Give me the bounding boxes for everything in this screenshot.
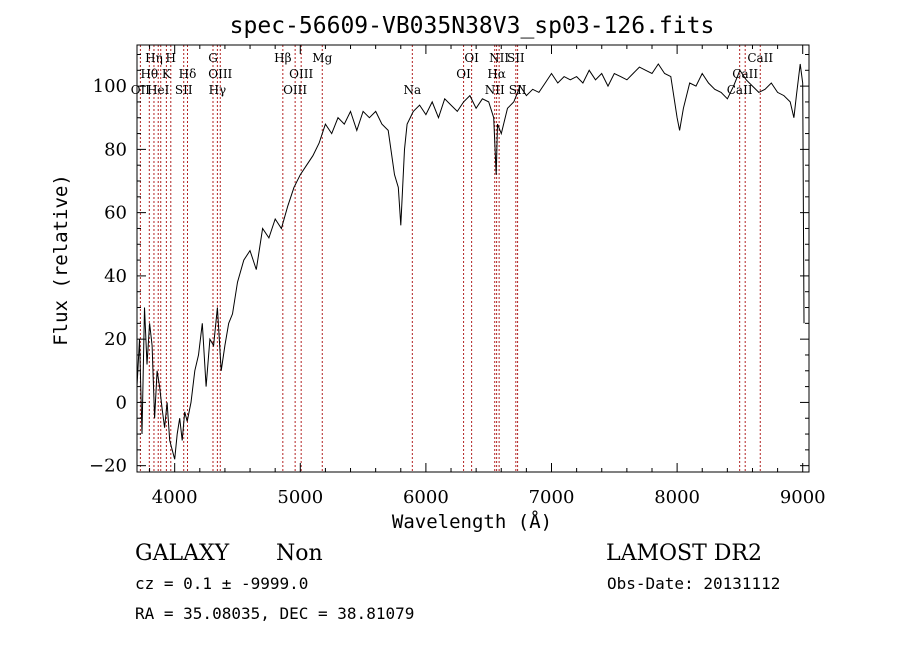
x-tick-label: 7000	[529, 487, 575, 508]
spectral-line-label: Hβ	[274, 51, 291, 65]
survey-name: LAMOST DR2	[606, 541, 762, 566]
spectral-line-label: NII	[489, 51, 509, 65]
spectral-line-label: OI	[456, 67, 471, 81]
spectral-line-label: CaII	[727, 83, 753, 97]
spectral-line-label: SII	[175, 83, 193, 97]
y-tick-label: 100	[93, 76, 127, 97]
spectral-line-label: SII	[509, 83, 527, 97]
y-tick-label: 20	[104, 329, 127, 350]
spectral-line-label: HeI	[147, 83, 170, 97]
y-tick-label: 80	[104, 139, 127, 160]
spectral-line-label: H	[166, 51, 176, 65]
spectral-line-label: G	[208, 51, 218, 65]
chart-plot-area: 4000 5000 6000 7000 8000 9000 −20 0 20 40 60 80 100…	[89, 44, 826, 508]
spectral-line-label: Hγ	[209, 83, 227, 97]
x-tick-label: 4000	[152, 487, 198, 508]
observation-date: Obs-Date: 20131112	[607, 574, 780, 593]
y-tick-label: −20	[89, 456, 127, 477]
y-axis-label: Flux (relative)	[50, 174, 72, 346]
y-axis: −20 0 20 40 60 80 100	[89, 53, 809, 477]
spectral-line-label: CaII	[747, 51, 773, 65]
object-subclass: Non	[276, 541, 323, 566]
spectral-line-label: CaII	[732, 67, 758, 81]
x-tick-label: 5000	[277, 487, 323, 508]
spectral-line-label: K	[162, 67, 172, 81]
x-tick-label: 9000	[780, 487, 826, 508]
spectral-line-label: Mg	[312, 51, 332, 65]
x-axis-label: Wavelength (Å)	[392, 510, 552, 533]
x-tick-label: 6000	[403, 487, 449, 508]
spectrum-line	[136, 63, 805, 460]
x-tick-label: 8000	[654, 487, 700, 508]
spectral-line-label: OIII	[208, 67, 232, 81]
coordinates: RA = 35.08035, DEC = 38.81079	[135, 604, 414, 623]
object-class: GALAXY	[135, 541, 230, 566]
spectral-line-label: OIII	[289, 67, 313, 81]
spectral-line-label: Hδ	[179, 67, 197, 81]
spectral-line-markers	[139, 45, 761, 472]
y-tick-label: 60	[104, 203, 127, 224]
redshift-cz: cz = 0.1 ± -9999.0	[135, 574, 308, 593]
spectral-line-label: SII	[507, 51, 525, 65]
spectral-line-label: Hθ	[140, 67, 158, 81]
plot-frame	[136, 44, 810, 473]
spectral-line-label: NII	[485, 83, 505, 97]
y-tick-label: 40	[104, 266, 127, 287]
x-axis: 4000 5000 6000 7000 8000 9000	[149, 45, 826, 508]
y-tick-label: 0	[116, 392, 127, 413]
spectral-line-label: OIII	[283, 83, 307, 97]
chart-title: spec-56609-VB035N38V3_sp03-126.fits	[230, 13, 715, 39]
spectral-line-labels: OII Hθ Hη HeI KH SII Hδ G Hγ OIII Hβ OIII OIII Mg Na OI…	[131, 51, 774, 97]
spectral-line-label: Hα	[487, 67, 506, 81]
spectral-line-label: OII	[131, 83, 151, 97]
spectral-line-label: Na	[404, 83, 422, 97]
spectral-line-label: OI	[464, 51, 479, 65]
spectral-line-label: Hη	[145, 51, 163, 65]
